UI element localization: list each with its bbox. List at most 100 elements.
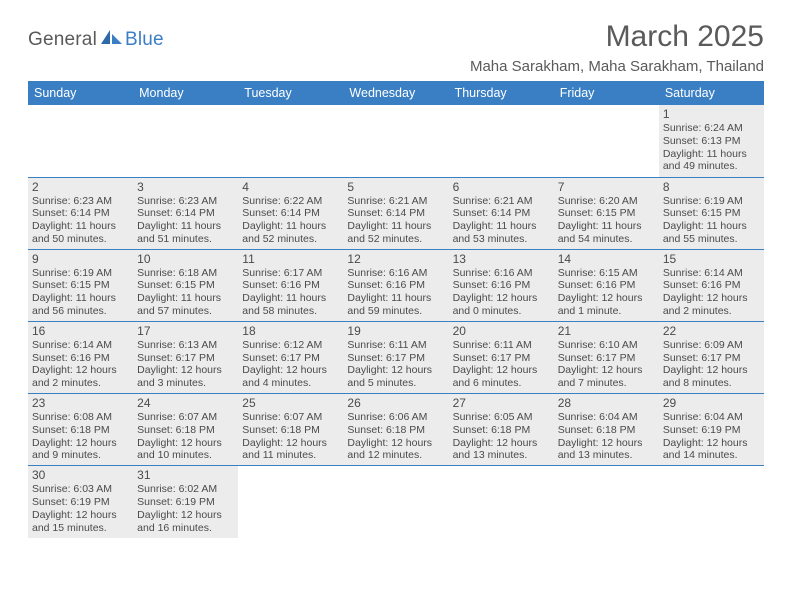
logo-text-general: General	[28, 29, 97, 51]
cell-line: Daylight: 12 hours	[453, 364, 550, 377]
calendar-cell: 31Sunrise: 6:02 AMSunset: 6:19 PMDayligh…	[133, 466, 238, 538]
day-number: 2	[32, 180, 129, 194]
cell-line: Daylight: 12 hours	[32, 437, 129, 450]
weekday-header-row: Sunday Monday Tuesday Wednesday Thursday…	[28, 81, 764, 105]
weekday-header: Monday	[133, 81, 238, 105]
location: Maha Sarakham, Maha Sarakham, Thailand	[470, 58, 764, 75]
cell-line: and 9 minutes.	[32, 449, 129, 462]
cell-line: Sunrise: 6:23 AM	[32, 195, 129, 208]
cell-line: Sunset: 6:19 PM	[137, 496, 234, 509]
cell-line: Sunrise: 6:11 AM	[347, 339, 444, 352]
calendar-row: 30Sunrise: 6:03 AMSunset: 6:19 PMDayligh…	[28, 466, 764, 538]
day-number: 29	[663, 396, 760, 410]
cell-line: and 52 minutes.	[242, 233, 339, 246]
logo: General Blue	[28, 20, 164, 51]
day-number: 3	[137, 180, 234, 194]
calendar-cell: 10Sunrise: 6:18 AMSunset: 6:15 PMDayligh…	[133, 249, 238, 321]
cell-line: and 0 minutes.	[453, 305, 550, 318]
cell-line: Sunset: 6:13 PM	[663, 135, 760, 148]
calendar-cell: 13Sunrise: 6:16 AMSunset: 6:16 PMDayligh…	[449, 249, 554, 321]
cell-line: Daylight: 12 hours	[453, 437, 550, 450]
cell-line: and 2 minutes.	[663, 305, 760, 318]
cell-line: Sunset: 6:14 PM	[32, 207, 129, 220]
cell-line: and 49 minutes.	[663, 160, 760, 173]
cell-line: and 56 minutes.	[32, 305, 129, 318]
day-number: 16	[32, 324, 129, 338]
day-number: 19	[347, 324, 444, 338]
day-number: 27	[453, 396, 550, 410]
calendar-cell	[28, 105, 133, 177]
cell-line: Sunrise: 6:19 AM	[663, 195, 760, 208]
calendar-row: 23Sunrise: 6:08 AMSunset: 6:18 PMDayligh…	[28, 394, 764, 466]
logo-text-blue: Blue	[125, 29, 164, 51]
calendar-cell: 6Sunrise: 6:21 AMSunset: 6:14 PMDaylight…	[449, 177, 554, 249]
cell-line: Daylight: 11 hours	[32, 220, 129, 233]
cell-line: and 14 minutes.	[663, 449, 760, 462]
cell-line: Daylight: 12 hours	[558, 364, 655, 377]
cell-line: Sunrise: 6:15 AM	[558, 267, 655, 280]
calendar-cell: 12Sunrise: 6:16 AMSunset: 6:16 PMDayligh…	[343, 249, 448, 321]
calendar-cell: 26Sunrise: 6:06 AMSunset: 6:18 PMDayligh…	[343, 394, 448, 466]
calendar-cell: 19Sunrise: 6:11 AMSunset: 6:17 PMDayligh…	[343, 321, 448, 393]
cell-line: Sunset: 6:16 PM	[347, 279, 444, 292]
cell-line: Sunset: 6:14 PM	[347, 207, 444, 220]
calendar-cell: 18Sunrise: 6:12 AMSunset: 6:17 PMDayligh…	[238, 321, 343, 393]
sail-icon	[101, 28, 123, 51]
day-number: 5	[347, 180, 444, 194]
cell-line: and 13 minutes.	[558, 449, 655, 462]
cell-line: Daylight: 11 hours	[137, 292, 234, 305]
cell-line: Sunrise: 6:07 AM	[242, 411, 339, 424]
day-number: 11	[242, 252, 339, 266]
day-number: 25	[242, 396, 339, 410]
calendar-cell	[133, 105, 238, 177]
cell-line: Sunset: 6:17 PM	[558, 352, 655, 365]
weekday-header: Sunday	[28, 81, 133, 105]
calendar-cell: 9Sunrise: 6:19 AMSunset: 6:15 PMDaylight…	[28, 249, 133, 321]
cell-line: Daylight: 11 hours	[453, 220, 550, 233]
calendar-cell	[554, 105, 659, 177]
calendar-cell: 20Sunrise: 6:11 AMSunset: 6:17 PMDayligh…	[449, 321, 554, 393]
cell-line: Sunrise: 6:13 AM	[137, 339, 234, 352]
cell-line: Sunset: 6:18 PM	[242, 424, 339, 437]
cell-line: Daylight: 12 hours	[558, 437, 655, 450]
cell-line: Daylight: 11 hours	[242, 220, 339, 233]
cell-line: Sunrise: 6:20 AM	[558, 195, 655, 208]
cell-line: and 10 minutes.	[137, 449, 234, 462]
day-number: 31	[137, 468, 234, 482]
day-number: 6	[453, 180, 550, 194]
calendar-cell: 25Sunrise: 6:07 AMSunset: 6:18 PMDayligh…	[238, 394, 343, 466]
cell-line: Sunrise: 6:16 AM	[347, 267, 444, 280]
cell-line: Sunset: 6:16 PM	[32, 352, 129, 365]
cell-line: Sunrise: 6:04 AM	[558, 411, 655, 424]
cell-line: and 58 minutes.	[242, 305, 339, 318]
cell-line: Sunrise: 6:09 AM	[663, 339, 760, 352]
cell-line: Sunrise: 6:05 AM	[453, 411, 550, 424]
cell-line: Sunrise: 6:06 AM	[347, 411, 444, 424]
calendar-cell: 5Sunrise: 6:21 AMSunset: 6:14 PMDaylight…	[343, 177, 448, 249]
cell-line: Sunrise: 6:24 AM	[663, 122, 760, 135]
cell-line: and 7 minutes.	[558, 377, 655, 390]
cell-line: and 50 minutes.	[32, 233, 129, 246]
day-number: 28	[558, 396, 655, 410]
cell-line: Sunset: 6:14 PM	[242, 207, 339, 220]
cell-line: Daylight: 11 hours	[347, 292, 444, 305]
cell-line: and 5 minutes.	[347, 377, 444, 390]
cell-line: Sunset: 6:16 PM	[453, 279, 550, 292]
cell-line: Sunset: 6:14 PM	[137, 207, 234, 220]
cell-line: Sunset: 6:19 PM	[32, 496, 129, 509]
cell-line: Daylight: 11 hours	[663, 220, 760, 233]
cell-line: Sunset: 6:18 PM	[347, 424, 444, 437]
calendar-cell: 11Sunrise: 6:17 AMSunset: 6:16 PMDayligh…	[238, 249, 343, 321]
cell-line: Sunset: 6:17 PM	[347, 352, 444, 365]
cell-line: Sunset: 6:15 PM	[558, 207, 655, 220]
weekday-header: Friday	[554, 81, 659, 105]
calendar-cell: 27Sunrise: 6:05 AMSunset: 6:18 PMDayligh…	[449, 394, 554, 466]
header-row: General Blue March 2025 Maha Sarakham, M…	[28, 20, 764, 75]
cell-line: Sunrise: 6:02 AM	[137, 483, 234, 496]
cell-line: Sunset: 6:17 PM	[453, 352, 550, 365]
cell-line: Daylight: 11 hours	[137, 220, 234, 233]
cell-line: Sunset: 6:15 PM	[137, 279, 234, 292]
cell-line: Sunrise: 6:10 AM	[558, 339, 655, 352]
cell-line: Daylight: 12 hours	[32, 509, 129, 522]
calendar-cell: 2Sunrise: 6:23 AMSunset: 6:14 PMDaylight…	[28, 177, 133, 249]
